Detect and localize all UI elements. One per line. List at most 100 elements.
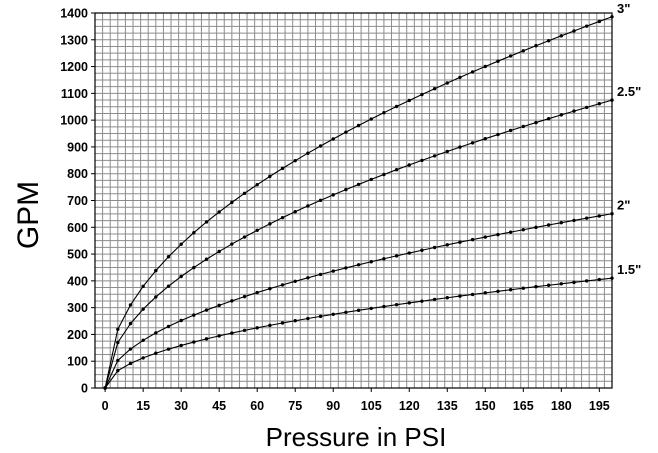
data-point (318, 272, 323, 277)
y-tick-label: 200 (67, 328, 88, 342)
y-tick-label: 1400 (60, 7, 88, 21)
data-point (204, 257, 209, 261)
data-point (407, 301, 411, 305)
data-point (356, 182, 361, 187)
data-point (369, 306, 373, 311)
data-point (394, 104, 399, 109)
y-tick-label: 800 (67, 167, 88, 181)
data-point (559, 220, 564, 225)
data-point (559, 113, 564, 117)
data-point (344, 266, 348, 270)
data-point (432, 87, 437, 91)
data-point (141, 338, 145, 342)
data-point (508, 54, 513, 58)
data-point (141, 307, 145, 311)
data-point (496, 132, 500, 137)
x-tick-label: 105 (361, 399, 382, 413)
data-point (394, 254, 399, 258)
data-point (242, 328, 247, 333)
data-point (179, 318, 183, 323)
data-point (192, 265, 196, 270)
data-point (445, 149, 449, 154)
data-point (597, 277, 602, 282)
data-point (546, 117, 551, 121)
y-tick-label: 900 (67, 140, 88, 154)
data-point (179, 274, 183, 279)
data-point (192, 340, 196, 344)
data-point (293, 210, 297, 214)
data-point (546, 223, 551, 227)
data-point (154, 295, 158, 299)
data-point (192, 313, 196, 317)
data-point (534, 120, 538, 125)
data-point (268, 174, 272, 179)
x-axis-title: Pressure in PSI (266, 422, 447, 452)
data-point (521, 124, 525, 129)
x-tick-labels: 0 15 30 45 60 75 90 105 120 135 150 165 180 195 (102, 388, 610, 413)
y-tick-label: 700 (67, 194, 88, 208)
data-point (268, 222, 272, 226)
data-point (420, 158, 424, 163)
data-point (230, 200, 234, 205)
data-point (508, 128, 513, 133)
data-point (458, 75, 462, 80)
data-point (407, 251, 411, 255)
data-point (572, 218, 576, 223)
data-point (584, 216, 589, 220)
data-point (610, 276, 614, 280)
data-point (534, 285, 538, 289)
data-point (584, 279, 589, 283)
y-tick-label: 1200 (60, 60, 88, 74)
data-point (610, 15, 614, 19)
data-point (559, 34, 564, 38)
data-point (458, 240, 462, 244)
y-tick-label: 400 (67, 274, 88, 288)
data-point (534, 44, 538, 48)
data-point (420, 92, 424, 97)
y-tick-label: 1100 (61, 87, 88, 101)
y-tick-label: 1000 (60, 114, 88, 128)
data-point (116, 358, 120, 363)
data-point (217, 210, 221, 214)
data-point (154, 268, 158, 273)
data-point (496, 59, 500, 63)
data-point (280, 215, 285, 220)
data-point (344, 310, 348, 314)
data-point (268, 286, 272, 291)
data-point (356, 123, 361, 128)
data-point (483, 136, 487, 141)
x-tick-label: 150 (475, 399, 496, 413)
data-point (597, 214, 602, 218)
data-point (483, 291, 487, 295)
data-point (382, 257, 386, 261)
x-tick-label: 135 (437, 399, 458, 413)
y-tick-label: 1300 (60, 33, 88, 47)
data-point (445, 296, 449, 300)
data-point (331, 193, 335, 197)
data-point (432, 297, 437, 302)
data-point (179, 343, 183, 348)
data-point (204, 308, 209, 312)
data-point (306, 276, 310, 280)
x-tick-label: 90 (326, 399, 340, 413)
data-point (318, 198, 323, 203)
data-point (470, 141, 475, 145)
y-tick-label: 100 (67, 355, 88, 369)
data-point (559, 282, 564, 286)
data-point (382, 304, 386, 309)
data-point (369, 260, 373, 264)
data-point (546, 283, 551, 287)
data-point (166, 347, 171, 351)
data-point (318, 144, 323, 148)
data-point (470, 237, 475, 242)
x-tick-label: 75 (288, 399, 302, 413)
data-point (128, 303, 133, 307)
data-point (230, 331, 234, 335)
data-point (217, 249, 221, 254)
series-label: 3" (617, 1, 630, 16)
x-tick-label: 0 (102, 399, 109, 413)
data-point (192, 231, 196, 235)
x-tick-label: 45 (212, 399, 226, 413)
data-point (483, 64, 487, 69)
